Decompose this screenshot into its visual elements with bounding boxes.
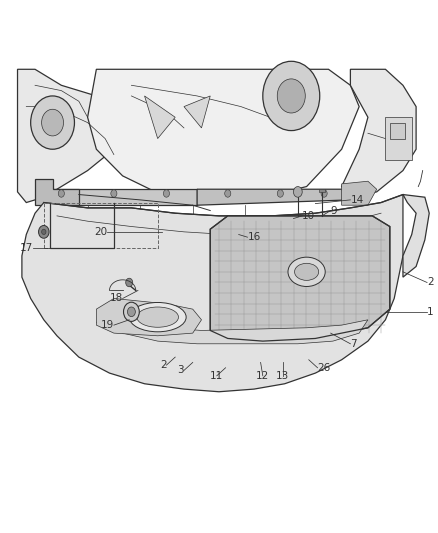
- Polygon shape: [342, 181, 377, 205]
- Ellipse shape: [288, 257, 325, 287]
- Text: 16: 16: [247, 232, 261, 242]
- Text: 17: 17: [20, 243, 33, 253]
- Ellipse shape: [129, 303, 186, 332]
- Polygon shape: [35, 179, 79, 205]
- Text: 13: 13: [276, 371, 289, 381]
- Text: 1: 1: [427, 307, 434, 317]
- Text: 10: 10: [302, 211, 315, 221]
- Polygon shape: [197, 189, 350, 205]
- Polygon shape: [403, 195, 429, 277]
- Circle shape: [31, 96, 74, 149]
- Text: 20: 20: [94, 227, 107, 237]
- Text: 12: 12: [256, 371, 269, 381]
- Ellipse shape: [294, 263, 318, 280]
- Bar: [390, 123, 405, 139]
- Circle shape: [58, 190, 64, 197]
- PathPatch shape: [342, 69, 416, 197]
- Circle shape: [163, 190, 170, 197]
- Bar: [44, 203, 158, 248]
- Text: 2: 2: [427, 278, 434, 287]
- Circle shape: [263, 61, 320, 131]
- Circle shape: [111, 190, 117, 197]
- PathPatch shape: [88, 69, 359, 203]
- Text: 7: 7: [350, 339, 357, 349]
- Circle shape: [277, 79, 305, 113]
- Circle shape: [39, 225, 49, 238]
- Polygon shape: [44, 189, 197, 205]
- Circle shape: [126, 278, 133, 287]
- PathPatch shape: [18, 69, 123, 203]
- Text: 3: 3: [177, 366, 184, 375]
- Polygon shape: [22, 195, 403, 392]
- Polygon shape: [145, 96, 175, 139]
- Bar: [385, 117, 412, 160]
- Circle shape: [277, 190, 283, 197]
- Polygon shape: [96, 312, 368, 344]
- Circle shape: [124, 302, 139, 321]
- Polygon shape: [210, 216, 390, 341]
- Text: 2: 2: [160, 360, 166, 370]
- Circle shape: [225, 190, 231, 197]
- Text: 18: 18: [110, 294, 123, 303]
- Polygon shape: [184, 96, 210, 128]
- Text: 9: 9: [331, 206, 337, 215]
- Circle shape: [127, 307, 135, 317]
- Bar: [319, 189, 325, 192]
- Circle shape: [42, 229, 46, 235]
- Polygon shape: [96, 298, 201, 336]
- Text: 14: 14: [350, 195, 364, 205]
- Circle shape: [293, 187, 302, 197]
- Text: 19: 19: [101, 320, 114, 330]
- Text: 26: 26: [318, 363, 331, 373]
- Circle shape: [321, 190, 327, 197]
- Text: 11: 11: [210, 371, 223, 381]
- Ellipse shape: [137, 307, 179, 327]
- Circle shape: [42, 109, 64, 136]
